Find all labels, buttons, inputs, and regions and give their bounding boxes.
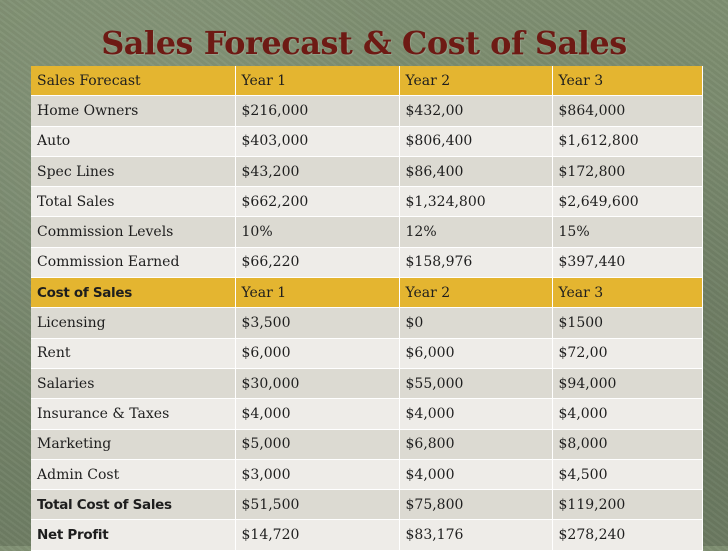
header-cell: Cost of Sales [31, 277, 236, 309]
table-cell: $1,324,800 [399, 186, 553, 218]
row-label: Commission Earned [31, 247, 236, 279]
table-cell: $216,000 [235, 95, 400, 127]
row-label: Auto [31, 126, 236, 157]
header-cell: Year 1 [235, 277, 400, 309]
table-row: Rent $6,000 $6,000 $72,00 [31, 338, 703, 369]
table-cell: $4,000 [235, 398, 400, 430]
table-cell: $1500 [552, 307, 703, 339]
row-label: Spec Lines [31, 156, 236, 188]
table-cell: 10% [235, 216, 400, 248]
table-cell: 15% [552, 216, 703, 248]
table-cell: $4,000 [399, 459, 553, 491]
table-cell: $8,000 [552, 429, 703, 460]
forecast-table: Sales Forecast Year 1 Year 2 Year 3 Home… [31, 66, 703, 551]
table-cell: $43,200 [235, 156, 400, 188]
row-label: Commission Levels [31, 216, 236, 248]
table-cell: $432,00 [399, 95, 553, 127]
table-cell: $662,200 [235, 186, 400, 218]
table-row: Total Sales $662,200 $1,324,800 $2,649,6… [31, 186, 703, 218]
table-cell: $397,440 [552, 247, 703, 279]
row-label: Marketing [31, 429, 236, 460]
cost-of-sales-header-row: Cost of Sales Year 1 Year 2 Year 3 [31, 277, 703, 309]
header-cell: Year 2 [399, 277, 553, 309]
header-cell: Year 3 [552, 66, 703, 97]
table-row: Salaries $30,000 $55,000 $94,000 [31, 368, 703, 400]
table-cell: $3,000 [235, 459, 400, 491]
header-cell: Year 2 [399, 66, 553, 97]
table-cell: $6,800 [399, 429, 553, 460]
table-cell: $403,000 [235, 126, 400, 157]
table-cell: $75,800 [399, 489, 553, 521]
table-cell: $5,000 [235, 429, 400, 460]
row-label: Insurance & Taxes [31, 398, 236, 430]
table-cell: $55,000 [399, 368, 553, 400]
table-cell: $0 [399, 307, 553, 339]
row-label: Salaries [31, 368, 236, 400]
table-cell: 12% [399, 216, 553, 248]
table-cell: $2,649,600 [552, 186, 703, 218]
table-row: Marketing $5,000 $6,800 $8,000 [31, 429, 703, 460]
row-label: Home Owners [31, 95, 236, 127]
row-label: Rent [31, 338, 236, 369]
row-label: Total Cost of Sales [31, 489, 236, 521]
slide-title: Sales Forecast & Cost of Sales [101, 24, 627, 62]
table-cell: $1,612,800 [552, 126, 703, 157]
header-cell: Year 1 [235, 66, 400, 97]
table-cell: $6,000 [235, 338, 400, 369]
table-cell: $66,220 [235, 247, 400, 279]
row-label: Total Sales [31, 186, 236, 218]
row-label: Licensing [31, 307, 236, 339]
table-cell: $806,400 [399, 126, 553, 157]
row-label: Admin Cost [31, 459, 236, 491]
table-row: Auto $403,000 $806,400 $1,612,800 [31, 126, 703, 157]
table-row: Insurance & Taxes $4,000 $4,000 $4,000 [31, 398, 703, 430]
table-cell: $4,000 [399, 398, 553, 430]
table-row: Admin Cost $3,000 $4,000 $4,500 [31, 459, 703, 491]
table-cell: $119,200 [552, 489, 703, 521]
header-cell: Year 3 [552, 277, 703, 309]
table-row: Spec Lines $43,200 $86,400 $172,800 [31, 156, 703, 188]
table-cell: $4,000 [552, 398, 703, 430]
table-row: Commission Earned $66,220 $158,976 $397,… [31, 247, 703, 279]
table-cell: $158,976 [399, 247, 553, 279]
header-cell: Sales Forecast [31, 66, 236, 97]
table-row: Licensing $3,500 $0 $1500 [31, 307, 703, 339]
table-cell: $4,500 [552, 459, 703, 491]
sales-forecast-header-row: Sales Forecast Year 1 Year 2 Year 3 [31, 66, 703, 97]
table-cell: $51,500 [235, 489, 400, 521]
table-cell: $94,000 [552, 368, 703, 400]
table-cell: $72,00 [552, 338, 703, 369]
table-cell: $172,800 [552, 156, 703, 188]
forecast-table-container: Sales Forecast Year 1 Year 2 Year 3 Home… [31, 66, 703, 551]
total-cost-row: Total Cost of Sales $51,500 $75,800 $119… [31, 489, 703, 521]
table-cell: $864,000 [552, 95, 703, 127]
table-cell: $3,500 [235, 307, 400, 339]
table-cell: $30,000 [235, 368, 400, 400]
table-cell: $86,400 [399, 156, 553, 188]
table-cell: $6,000 [399, 338, 553, 369]
table-row: Home Owners $216,000 $432,00 $864,000 [31, 95, 703, 127]
table-row: Commission Levels 10% 12% 15% [31, 216, 703, 248]
